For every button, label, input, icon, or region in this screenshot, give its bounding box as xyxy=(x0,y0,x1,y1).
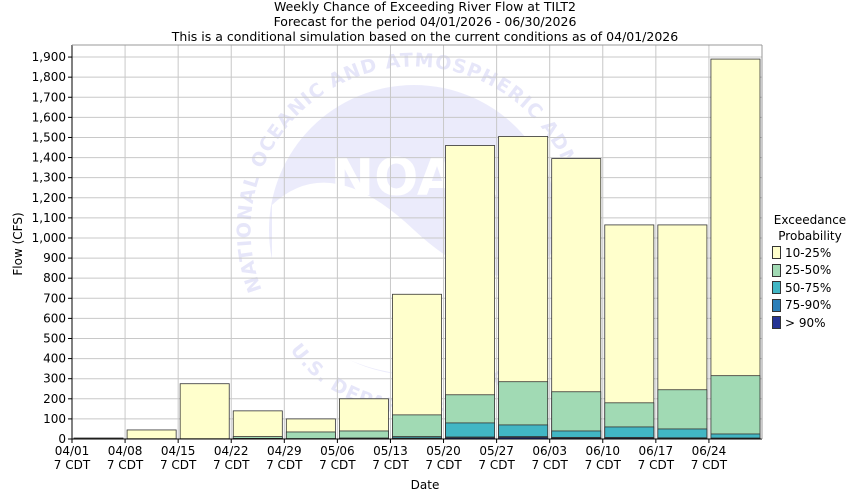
x-tick-label-date: 06/10 xyxy=(585,444,620,458)
y-tick-label: 1,900 xyxy=(32,50,66,64)
legend-label: 75-90% xyxy=(785,298,832,313)
x-tick-label-date: 04/01 xyxy=(55,444,90,458)
y-tick-label: 1,100 xyxy=(32,211,66,225)
x-tick-label-date: 05/06 xyxy=(320,444,355,458)
x-tick-label-date: 05/13 xyxy=(373,444,408,458)
x-axis-label: Date xyxy=(410,478,440,492)
legend-swatch xyxy=(772,298,781,312)
bar-segment xyxy=(179,383,230,440)
y-tick-label: 200 xyxy=(43,392,66,406)
y-tick-label: 0 xyxy=(58,432,66,446)
y-tick-label: 1,200 xyxy=(32,191,66,205)
y-tick-label: 500 xyxy=(43,331,66,345)
x-tick-label-time: 7 CDT xyxy=(478,458,515,472)
x-tick-label-date: 06/03 xyxy=(532,444,567,458)
legend-item: 50-75% xyxy=(772,279,848,297)
chart-title: Weekly Chance of Exceeding River Flow at… xyxy=(273,0,576,14)
y-tick-label: 1,600 xyxy=(32,110,66,124)
y-tick-label: 900 xyxy=(43,251,66,265)
x-tick-label-time: 7 CDT xyxy=(213,458,250,472)
x-tick-label-time: 7 CDT xyxy=(585,458,622,472)
x-tick-label-date: 04/29 xyxy=(267,444,302,458)
bar-segment xyxy=(285,431,336,440)
y-tick-label: 1,000 xyxy=(32,231,66,245)
legend-item: 10-25% xyxy=(772,244,848,262)
bar-segment xyxy=(710,375,761,440)
bar-segment xyxy=(445,145,496,440)
x-tick-label-time: 7 CDT xyxy=(372,458,409,472)
legend-item: 75-90% xyxy=(772,297,848,315)
bar-segment xyxy=(392,414,442,440)
y-axis-label: Flow (CFS) xyxy=(11,212,25,276)
x-tick-label-time: 7 CDT xyxy=(691,458,728,472)
x-tick-label-time: 7 CDT xyxy=(425,458,462,472)
y-tick-label: 800 xyxy=(43,271,66,285)
y-tick-label: 1,700 xyxy=(32,90,66,104)
legend-items: 10-25% 25-50% 50-75% 75-90% > 90% xyxy=(772,244,848,332)
legend-swatch xyxy=(772,246,781,260)
x-tick-label-time: 7 CDT xyxy=(638,458,675,472)
legend-item: 25-50% xyxy=(772,262,848,280)
x-tick-label-date: 04/22 xyxy=(214,444,249,458)
bar-segment xyxy=(445,422,496,440)
axes-group: 0 100 200 300 400 500 600 700 800 900 1,000 1,100 1,… xyxy=(32,44,763,472)
x-tick-label-time: 7 CDT xyxy=(531,458,568,472)
legend-swatch xyxy=(772,281,781,295)
legend-title-line2: Probability xyxy=(778,229,842,243)
bar-segment xyxy=(232,410,283,440)
y-tick-label: 100 xyxy=(43,412,66,426)
bar-segment xyxy=(126,429,177,440)
legend-item: > 90% xyxy=(772,314,848,332)
y-tick-label: 1,500 xyxy=(32,130,66,144)
legend-swatch xyxy=(772,316,781,330)
x-tick-label-date: 06/24 xyxy=(692,444,727,458)
y-tick-label: 1,400 xyxy=(32,151,66,165)
y-tick-label: 1,300 xyxy=(32,171,66,185)
legend-label: 10-25% xyxy=(785,245,832,260)
x-tick-label-date: 04/08 xyxy=(108,444,143,458)
legend-title-line1: Exceedance xyxy=(773,213,847,227)
y-tick-label: 700 xyxy=(43,291,66,305)
y-tick-label: 400 xyxy=(43,352,66,366)
chart-subtitle: Forecast for the period 04/01/2026 - 06/… xyxy=(273,14,577,29)
x-tick-label-time: 7 CDT xyxy=(107,458,144,472)
x-tick-label-time: 7 CDT xyxy=(319,458,356,472)
bars-group xyxy=(73,58,761,440)
x-tick-label-time: 7 CDT xyxy=(54,458,91,472)
chart-note: This is a conditional simulation based o… xyxy=(171,29,679,44)
x-tick-label-date: 05/20 xyxy=(426,444,461,458)
legend-label: 50-75% xyxy=(785,280,832,295)
x-tick-label-time: 7 CDT xyxy=(160,458,197,472)
y-tick-label: 1,800 xyxy=(32,70,66,84)
legend: Exceedance Probability 10-25% 25-50% 50-75… xyxy=(772,212,848,332)
x-tick-label-date: 05/27 xyxy=(479,444,514,458)
x-tick-label-time: 7 CDT xyxy=(266,458,303,472)
x-tick-label-date: 04/15 xyxy=(161,444,196,458)
legend-label: > 90% xyxy=(785,315,826,330)
legend-label: 25-50% xyxy=(785,263,832,278)
legend-swatch xyxy=(772,263,781,277)
x-tick-label-date: 06/17 xyxy=(639,444,674,458)
y-tick-label: 300 xyxy=(43,372,66,386)
y-tick-label: 600 xyxy=(43,311,66,325)
